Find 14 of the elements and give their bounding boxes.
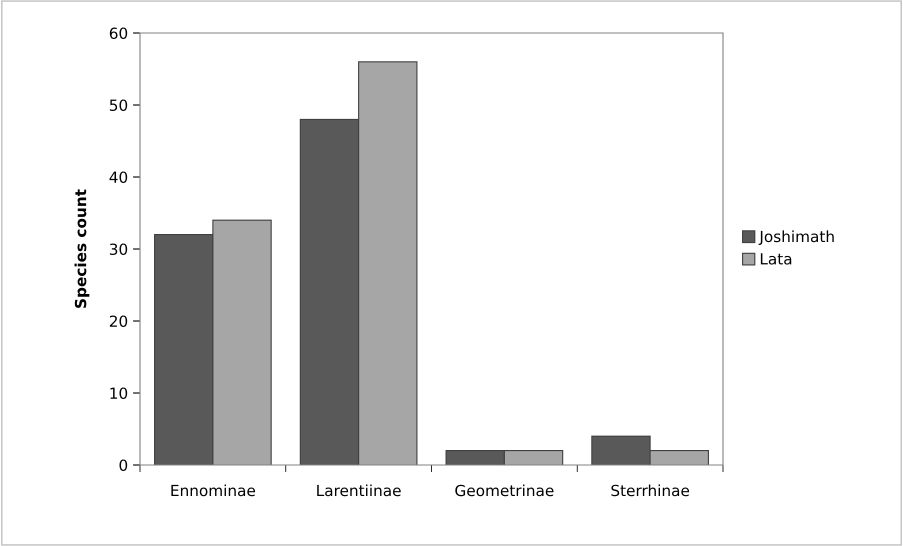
y-tick-label: 40: [110, 171, 128, 184]
y-tick-label: 0: [119, 459, 128, 472]
x-tick-label: Ennominae: [171, 484, 256, 496]
y-tick-label: 30: [110, 243, 128, 256]
legend-label: Lata: [760, 253, 792, 265]
legend-label: Joshimath: [758, 230, 834, 246]
y-tick-label: 50: [110, 99, 128, 112]
x-tick-label: Larentiinae: [317, 484, 401, 496]
y-tick-label: 10: [110, 387, 128, 400]
x-tick-label: Geometrinae: [455, 484, 554, 496]
x-tick-label: Sterrhinae: [611, 484, 690, 496]
y-tick-label: 20: [110, 315, 128, 328]
y-axis-title: Species count: [74, 189, 90, 308]
y-tick-label: 60: [110, 27, 128, 40]
